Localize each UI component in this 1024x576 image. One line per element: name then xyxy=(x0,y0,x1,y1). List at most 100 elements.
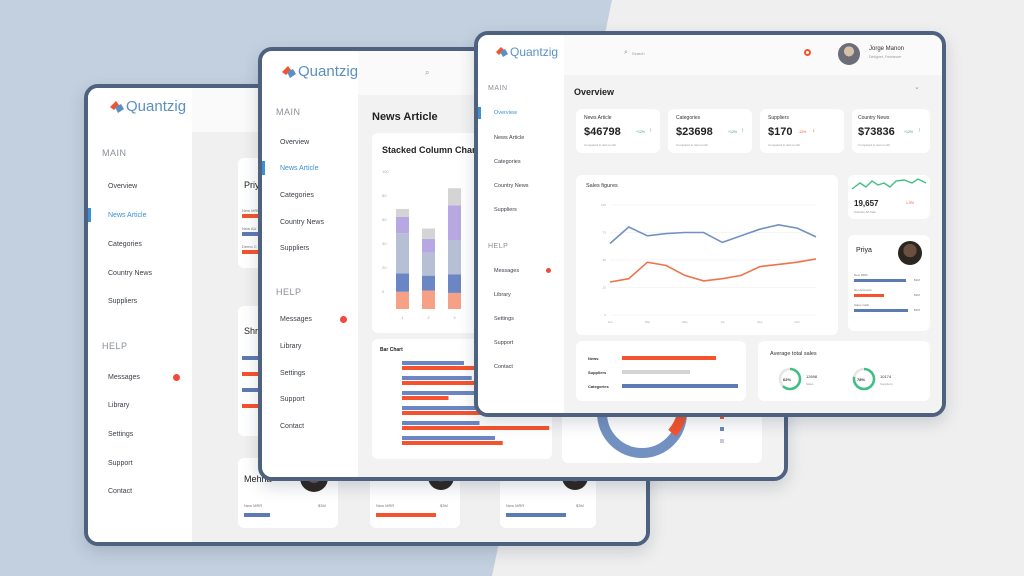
kpi-change: +12% xyxy=(728,130,738,134)
x-tick-label: 3 xyxy=(453,315,456,320)
kpi-card-country-news: Country News $73836 +12% ↑ Compared to l… xyxy=(852,109,930,153)
sales-figures-card: Sales figures 100 75 50 25 0 Jan Mar May Jul Sep N… xyxy=(576,175,838,335)
nav-overview[interactable]: Overview xyxy=(494,110,517,116)
bar-chart-card: Bar Chart xyxy=(372,339,552,459)
row-bar xyxy=(854,294,884,297)
kpi-change: -12% xyxy=(798,130,807,134)
nav-country-news[interactable]: Country News xyxy=(494,183,529,189)
hbar-red xyxy=(402,426,550,430)
profile-bar xyxy=(242,232,264,236)
kpi-card-news-article: News Article $46798 +12% ↑ Compared to l… xyxy=(576,109,660,153)
nav-categories[interactable]: Categories xyxy=(494,159,521,165)
profile-name: Priya xyxy=(244,180,265,190)
donut-chart xyxy=(597,411,724,458)
page-title: Overview xyxy=(574,87,615,97)
notification-dot xyxy=(340,316,347,323)
search-input[interactable]: Search xyxy=(631,50,645,56)
main-section-label: MAIN xyxy=(488,85,508,92)
average-total-sales-card: Average total sales 62% 12698 Sales 78% … xyxy=(758,341,930,401)
kpi-label: News Article xyxy=(584,115,612,121)
x-tick-label: May xyxy=(682,320,688,324)
main-section-label: MAIN xyxy=(102,148,127,158)
nav-country-news[interactable]: Country News xyxy=(280,219,324,226)
nav-settings[interactable]: Settings xyxy=(494,316,514,322)
nav-suppliers[interactable]: Suppliers xyxy=(108,298,138,305)
row-label: Sales Calls xyxy=(854,303,870,307)
nav-messages[interactable]: Messages xyxy=(494,268,520,274)
row-value: $3M xyxy=(914,293,920,297)
progress-ring-fill xyxy=(778,367,802,391)
y-tick-label: 20 xyxy=(382,265,387,270)
trend-up-icon: ↑ xyxy=(918,128,921,134)
profile-bar xyxy=(242,404,264,408)
legend-swatch xyxy=(720,427,724,431)
donut-segment-blue xyxy=(597,412,687,458)
nav-support[interactable]: Support xyxy=(494,340,514,346)
user-avatar[interactable] xyxy=(838,43,860,65)
profile-bar xyxy=(244,513,270,517)
stacked-segment xyxy=(448,240,461,275)
nav-news-article[interactable]: News Article xyxy=(494,135,525,141)
profile-bar xyxy=(242,250,264,254)
bar-summary-card: News Suppliers Categories xyxy=(576,341,746,401)
nav-overview[interactable]: Overview xyxy=(108,183,138,190)
nav-settings[interactable]: Settings xyxy=(108,431,134,438)
notification-dot xyxy=(546,268,551,273)
search-bar[interactable]: ⌕ Search xyxy=(624,49,645,57)
profile-bar xyxy=(376,513,436,517)
sales-chart-title: Sales figures xyxy=(586,183,618,189)
nav-support[interactable]: Support xyxy=(108,460,133,467)
suppliers-bar xyxy=(622,370,690,374)
y-tick-label: 80 xyxy=(382,193,387,198)
nav-messages[interactable]: Messages xyxy=(108,374,140,381)
mrr-label: New MRR xyxy=(244,503,263,508)
nav-categories[interactable]: Categories xyxy=(108,241,142,248)
mrr-value: $3M xyxy=(440,503,448,508)
chevron-down-icon[interactable]: ⌄ xyxy=(914,84,920,91)
notification-bell-icon[interactable] xyxy=(804,49,811,56)
nav-contact[interactable]: Contact xyxy=(494,364,513,370)
profile-bar xyxy=(242,388,264,392)
nav-settings[interactable]: Settings xyxy=(280,370,306,377)
nav-library[interactable]: Library xyxy=(280,343,302,350)
profile-bar xyxy=(506,513,566,517)
nav-news-article[interactable]: News Article xyxy=(108,212,147,219)
nav-categories[interactable]: Categories xyxy=(280,192,314,199)
y-tick-label: 60 xyxy=(382,217,387,222)
middle-logo: Quantzig xyxy=(282,63,358,80)
nav-overview[interactable]: Overview xyxy=(280,139,310,146)
hbar-blue xyxy=(402,391,480,395)
ring-percent: 62% xyxy=(783,377,792,382)
nav-contact[interactable]: Contact xyxy=(280,423,305,430)
stacked-segment xyxy=(396,208,409,217)
profile-bar xyxy=(242,372,264,376)
profile-name: Shru xyxy=(244,326,264,336)
nav-library[interactable]: Library xyxy=(108,402,130,409)
kpi-card-suppliers: Suppliers $170 -12% ↓ Compared to last m… xyxy=(760,109,844,153)
row-bar xyxy=(854,279,906,282)
legend-swatch xyxy=(720,415,724,419)
nav-contact[interactable]: Contact xyxy=(108,488,133,495)
nav-news-article[interactable]: News Article xyxy=(280,165,319,172)
bar-chart-title: Bar Chart xyxy=(380,347,403,353)
kpi-change: +12% xyxy=(904,130,914,134)
nav-support[interactable]: Support xyxy=(280,396,305,403)
nav-country-news[interactable]: Country News xyxy=(108,270,152,277)
stacked-segment xyxy=(396,217,409,234)
trend-up-icon: ↑ xyxy=(741,128,744,134)
mrr-label: New MRR xyxy=(376,503,395,508)
row-bar xyxy=(854,309,908,312)
nav-library[interactable]: Library xyxy=(494,292,511,298)
nav-suppliers[interactable]: Suppliers xyxy=(280,245,310,252)
help-section-label: HELP xyxy=(488,243,509,250)
categories-bar xyxy=(622,384,738,388)
stacked-column-chart: 100 80 60 40 20 0 1 2 3 xyxy=(382,169,461,320)
hbar-blue xyxy=(402,361,464,365)
nav-suppliers[interactable]: Suppliers xyxy=(494,207,517,213)
stacked-segment xyxy=(448,274,461,293)
kpi-label: Suppliers xyxy=(768,115,789,121)
row-label: Net Accounts xyxy=(854,288,872,292)
mrr-label: New MRR xyxy=(242,208,261,213)
nav-messages[interactable]: Messages xyxy=(280,316,312,323)
row-label: New MRR xyxy=(854,273,868,277)
